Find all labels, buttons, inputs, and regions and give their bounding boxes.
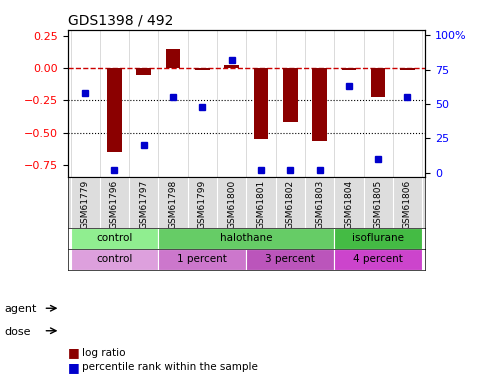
Text: GSM61802: GSM61802 xyxy=(286,180,295,229)
FancyBboxPatch shape xyxy=(71,249,158,270)
Text: log ratio: log ratio xyxy=(82,348,126,357)
Text: dose: dose xyxy=(5,327,31,337)
Text: GSM61806: GSM61806 xyxy=(403,180,412,229)
Text: GSM61779: GSM61779 xyxy=(81,180,90,229)
Text: GSM61799: GSM61799 xyxy=(198,180,207,229)
Bar xyxy=(195,69,210,70)
Text: 1 percent: 1 percent xyxy=(177,255,227,264)
Bar xyxy=(312,69,327,141)
Bar xyxy=(341,69,356,70)
Text: GSM61803: GSM61803 xyxy=(315,180,324,229)
FancyBboxPatch shape xyxy=(71,228,158,249)
FancyBboxPatch shape xyxy=(158,228,334,249)
Bar xyxy=(107,69,122,152)
Bar xyxy=(283,69,298,122)
Text: GSM61805: GSM61805 xyxy=(374,180,383,229)
Text: GDS1398 / 492: GDS1398 / 492 xyxy=(68,13,173,27)
Text: GSM61797: GSM61797 xyxy=(139,180,148,229)
Text: GSM61798: GSM61798 xyxy=(169,180,178,229)
Text: ■: ■ xyxy=(68,361,79,374)
Bar xyxy=(225,64,239,69)
Text: agent: agent xyxy=(5,304,37,314)
FancyBboxPatch shape xyxy=(334,228,422,249)
Text: control: control xyxy=(96,233,133,243)
Text: control: control xyxy=(96,255,133,264)
Bar xyxy=(400,69,415,70)
Text: GSM61800: GSM61800 xyxy=(227,180,236,229)
Bar xyxy=(137,69,151,75)
Text: GSM61804: GSM61804 xyxy=(344,180,354,229)
Bar xyxy=(371,69,385,97)
FancyBboxPatch shape xyxy=(158,249,246,270)
Bar xyxy=(166,49,181,69)
Bar xyxy=(254,69,268,139)
FancyBboxPatch shape xyxy=(246,249,334,270)
Text: GSM61801: GSM61801 xyxy=(256,180,266,229)
Text: isoflurane: isoflurane xyxy=(352,233,404,243)
FancyBboxPatch shape xyxy=(334,249,422,270)
Text: halothane: halothane xyxy=(220,233,272,243)
Text: 3 percent: 3 percent xyxy=(265,255,315,264)
Text: 4 percent: 4 percent xyxy=(353,255,403,264)
Text: percentile rank within the sample: percentile rank within the sample xyxy=(82,363,258,372)
Text: GSM61796: GSM61796 xyxy=(110,180,119,229)
Text: ■: ■ xyxy=(68,346,79,359)
